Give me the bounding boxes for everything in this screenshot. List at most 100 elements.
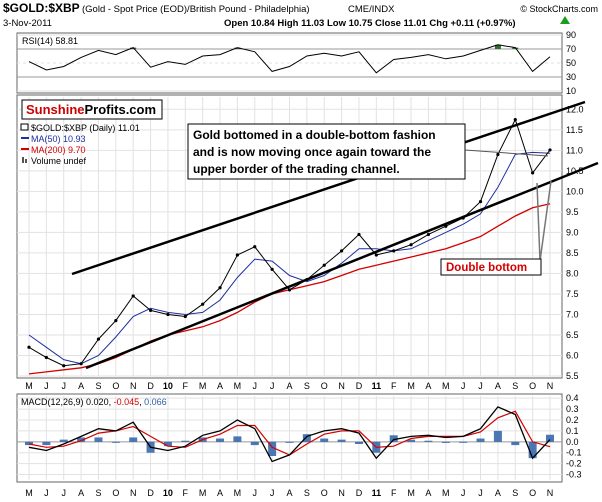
watermark: © StockCharts.com [520, 4, 598, 14]
x-tick-label: J [44, 488, 49, 498]
up-arrow-icon [560, 16, 570, 24]
price-y-tick-label: 10.5 [566, 166, 584, 176]
macd-histogram-bar [424, 440, 433, 442]
x-tick-label: M [199, 488, 207, 498]
price-point [166, 312, 170, 317]
price-point [148, 308, 153, 312]
x-tick-label: O [321, 488, 328, 498]
x-tick-label: D [356, 488, 363, 498]
macd-histogram-bar [476, 438, 485, 442]
macd-grid [17, 396, 562, 480]
price-y-tick-label: 10.0 [566, 186, 584, 196]
macd-histogram-bar [285, 441, 294, 443]
price-point [253, 245, 257, 249]
x-tick-label: F [183, 488, 189, 498]
x-tick-label: N [130, 381, 137, 391]
x-tick-label: M [25, 488, 33, 498]
x-tick-label: S [304, 381, 310, 391]
macd-histogram-bar [354, 441, 363, 444]
double-bottom-box [440, 258, 542, 276]
legend-price: $GOLD:$XBP (Daily) 11.01 [31, 123, 140, 133]
volume-bar-icon-2 [25, 159, 27, 163]
x-tick-label: O [112, 381, 119, 391]
x-tick-label: J [478, 488, 483, 498]
price-point [287, 288, 292, 292]
x-tick-label: A [78, 488, 84, 498]
price-points [27, 117, 552, 368]
macd-tick-label: -0.3 [566, 470, 582, 480]
x-tick-label: S [512, 488, 518, 498]
macd-histogram-bar [163, 441, 172, 447]
price-point [62, 364, 66, 368]
price-point [426, 232, 431, 237]
annotation-callout: Gold bottomed in a double-bottom fashion… [187, 123, 549, 180]
price-point [374, 253, 378, 257]
x-tick-label: 11 [372, 381, 382, 391]
x-tick-label: 10 [163, 488, 173, 498]
x-tick-label: N [547, 488, 554, 498]
x-tick-label: M [407, 381, 415, 391]
symbol-description: (Gold - Spot Price (EOD)/British Pound -… [82, 4, 310, 15]
double-bottom-pointer-2 [539, 180, 552, 262]
x-tick-label: J [478, 381, 483, 391]
legend-volume: Volume undef [31, 156, 87, 166]
x-tick-label: S [512, 381, 518, 391]
x-tick-label: J [461, 381, 466, 391]
macd-histogram-bar [25, 441, 33, 446]
price-y-tick-label: 5.5 [566, 371, 579, 381]
price-y-tick-label: 8.5 [566, 248, 579, 258]
rsi-label: RSI(14) 58.81 [22, 36, 78, 46]
price-y-tick-label: 6.0 [566, 350, 579, 360]
rsi-tick-label: 70 [566, 44, 576, 54]
x-tick-label: A [217, 488, 223, 498]
macd-histogram-bar [77, 437, 86, 442]
price-point [340, 249, 344, 253]
price-point [96, 337, 101, 341]
x-tick-label: M [407, 488, 415, 498]
x-tick-label: J [44, 381, 49, 391]
candle-icon [20, 123, 29, 131]
rsi-overbought-fill [234, 47, 241, 49]
x-tick-label: D [356, 381, 363, 391]
macd-histogram-bar [302, 434, 311, 442]
double-bottom-callout: Double bottom [440, 180, 552, 276]
x-tick-label: A [286, 381, 292, 391]
macd-histogram-bar [337, 439, 346, 442]
macd-histogram-bar [181, 440, 190, 442]
x-tick-label: M [442, 381, 450, 391]
x-tick-label: F [391, 488, 397, 498]
double-bottom-label: Double bottom [446, 262, 527, 274]
ma50-line [28, 151, 551, 365]
price-y-tick-label: 11.0 [566, 145, 583, 155]
rsi-line [28, 44, 551, 74]
price-point [322, 263, 326, 267]
x-tick-label: J [253, 488, 258, 498]
x-tick-label: A [78, 381, 84, 391]
x-tick-label: S [304, 488, 310, 498]
price-point [478, 200, 483, 204]
x-tick-label: J [61, 381, 66, 391]
x-tick-label: O [529, 488, 536, 498]
price-y-tick-label: 7.5 [566, 289, 579, 299]
volume-bar-icon [22, 157, 24, 163]
x-tick-label: F [183, 381, 189, 391]
x-tick-label: N [130, 488, 137, 498]
price-point [27, 345, 31, 349]
macd-tick-label: 0.4 [566, 393, 579, 403]
price-legend: $GOLD:$XBP (Daily) 11.01 MA(50) 10.93 MA… [20, 123, 140, 166]
macd-histogram-bar [233, 436, 242, 442]
macd-histogram-bar [528, 441, 537, 459]
legend-ma200: MA(200) 9.70 [31, 145, 86, 155]
x-tick-label: N [338, 488, 345, 498]
macd-histogram-bar [441, 441, 450, 443]
rsi-grid [17, 34, 562, 92]
x-tick-label: M [234, 381, 242, 391]
macd-histogram-bar [111, 441, 120, 443]
x-tick-label: 10 [163, 381, 173, 391]
macd-histogram-bar [546, 434, 554, 442]
x-tick-label: J [461, 488, 466, 498]
macd-histogram-bar [459, 441, 468, 443]
macd-ticks: 0.40.30.20.10.0-0.1-0.2-0.3 [566, 393, 582, 479]
